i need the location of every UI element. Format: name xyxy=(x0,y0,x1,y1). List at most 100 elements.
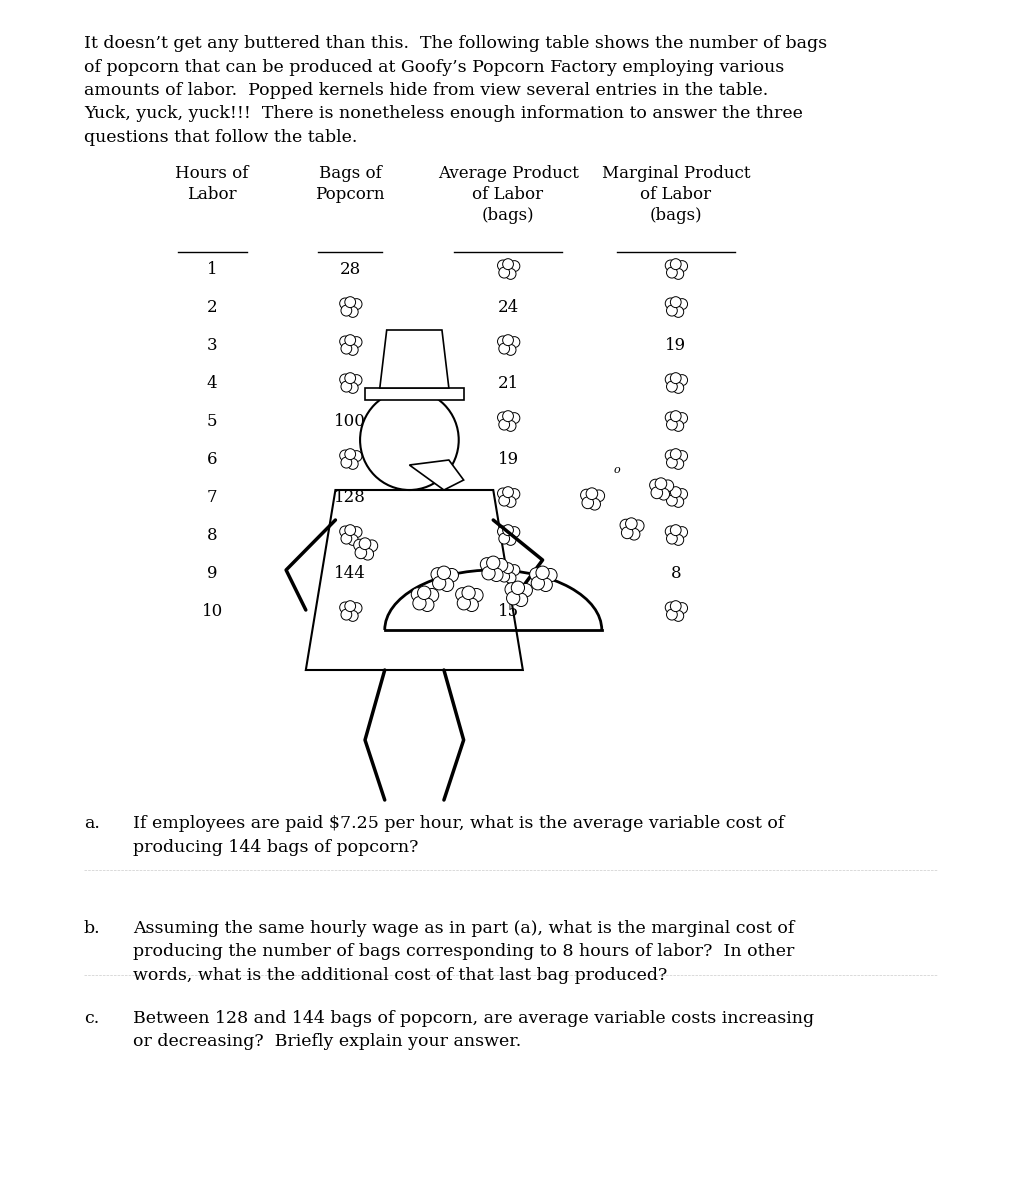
Circle shape xyxy=(426,588,439,602)
Circle shape xyxy=(670,416,681,427)
Circle shape xyxy=(670,492,681,504)
Text: 8: 8 xyxy=(207,528,218,545)
Circle shape xyxy=(421,598,434,612)
Circle shape xyxy=(345,335,356,346)
Circle shape xyxy=(673,383,683,394)
Circle shape xyxy=(486,563,500,577)
Circle shape xyxy=(503,492,513,504)
Circle shape xyxy=(509,337,520,348)
Circle shape xyxy=(351,527,362,538)
Polygon shape xyxy=(409,460,464,490)
Text: Between 128 and 144 bags of popcorn, are average variable costs increasing
or de: Between 128 and 144 bags of popcorn, are… xyxy=(133,1010,815,1050)
Circle shape xyxy=(536,566,549,580)
Circle shape xyxy=(505,497,516,508)
Circle shape xyxy=(673,611,683,622)
Circle shape xyxy=(345,524,356,535)
Circle shape xyxy=(345,606,356,618)
Polygon shape xyxy=(306,490,523,670)
Text: b.: b. xyxy=(84,920,101,937)
Circle shape xyxy=(505,344,516,355)
Circle shape xyxy=(670,296,681,307)
Circle shape xyxy=(670,455,681,466)
Circle shape xyxy=(348,611,358,622)
Polygon shape xyxy=(380,330,448,388)
Text: 19: 19 xyxy=(498,451,518,468)
Bar xyxy=(365,388,464,400)
Circle shape xyxy=(462,586,475,600)
Circle shape xyxy=(673,458,683,469)
Circle shape xyxy=(462,593,475,607)
Circle shape xyxy=(345,341,356,352)
Circle shape xyxy=(456,588,469,601)
Circle shape xyxy=(340,336,351,347)
Circle shape xyxy=(658,488,670,500)
Circle shape xyxy=(482,566,496,580)
Circle shape xyxy=(665,412,676,422)
Circle shape xyxy=(503,487,513,498)
Circle shape xyxy=(670,264,681,276)
Circle shape xyxy=(348,534,358,545)
Circle shape xyxy=(418,593,431,607)
Circle shape xyxy=(519,583,532,596)
Circle shape xyxy=(345,296,356,307)
Circle shape xyxy=(509,565,520,576)
Circle shape xyxy=(499,419,510,430)
Circle shape xyxy=(351,374,362,385)
Circle shape xyxy=(652,487,663,499)
Text: o: o xyxy=(614,464,620,475)
Text: 24: 24 xyxy=(498,300,519,317)
Circle shape xyxy=(509,488,520,499)
Circle shape xyxy=(586,494,598,506)
Circle shape xyxy=(586,488,598,499)
Text: Assuming the same hourly wage as in part (a), what is the marginal cost of
produ: Assuming the same hourly wage as in part… xyxy=(133,920,794,984)
Circle shape xyxy=(656,478,667,490)
Circle shape xyxy=(498,260,508,271)
Circle shape xyxy=(665,450,676,461)
Circle shape xyxy=(509,260,520,271)
Circle shape xyxy=(656,484,667,496)
Circle shape xyxy=(589,498,600,510)
Circle shape xyxy=(480,558,494,571)
Circle shape xyxy=(433,576,446,590)
Circle shape xyxy=(670,524,681,535)
Text: It doesn’t get any buttered than this.  The following table shows the number of : It doesn’t get any buttered than this. T… xyxy=(84,35,827,146)
Circle shape xyxy=(677,488,687,499)
Circle shape xyxy=(673,269,683,280)
Circle shape xyxy=(628,528,640,540)
Circle shape xyxy=(509,527,520,538)
Circle shape xyxy=(440,578,453,592)
Circle shape xyxy=(677,602,687,613)
Circle shape xyxy=(341,457,352,468)
Circle shape xyxy=(351,451,362,462)
Text: 9: 9 xyxy=(207,565,218,582)
Circle shape xyxy=(345,530,356,541)
Circle shape xyxy=(345,378,356,390)
Circle shape xyxy=(673,420,683,431)
Text: 2: 2 xyxy=(207,300,218,317)
Circle shape xyxy=(667,419,677,430)
Circle shape xyxy=(437,574,450,587)
Text: 128: 128 xyxy=(334,490,366,506)
Circle shape xyxy=(431,568,444,581)
Text: 100: 100 xyxy=(334,414,366,431)
Circle shape xyxy=(626,524,637,536)
Text: 5: 5 xyxy=(207,414,218,431)
Circle shape xyxy=(340,374,351,385)
Circle shape xyxy=(348,458,358,469)
Circle shape xyxy=(673,534,683,545)
Circle shape xyxy=(340,526,351,536)
Circle shape xyxy=(539,578,552,592)
Circle shape xyxy=(544,569,557,582)
Circle shape xyxy=(351,299,362,310)
Text: 4: 4 xyxy=(207,376,218,392)
Text: 7: 7 xyxy=(207,490,218,506)
Circle shape xyxy=(351,602,362,613)
Circle shape xyxy=(677,451,687,462)
Circle shape xyxy=(667,496,677,506)
Circle shape xyxy=(412,596,426,610)
Circle shape xyxy=(505,583,518,596)
Circle shape xyxy=(348,383,358,394)
Circle shape xyxy=(341,382,352,392)
Circle shape xyxy=(498,336,508,347)
Circle shape xyxy=(667,533,677,544)
